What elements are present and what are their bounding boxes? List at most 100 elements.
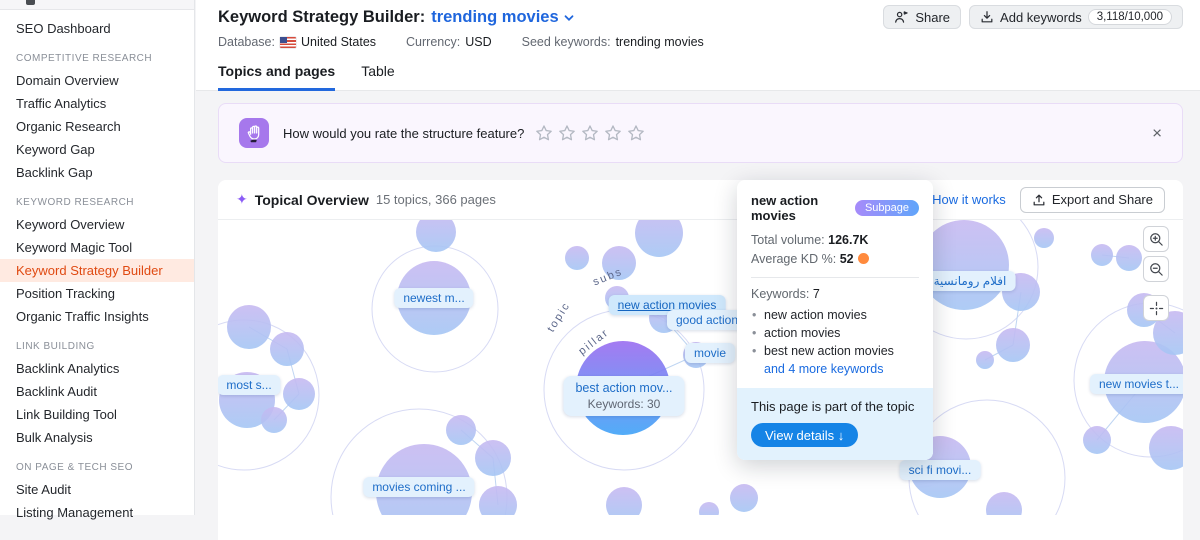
rating-banner: How would you rate the structure feature… (218, 103, 1183, 163)
sidebar-item-link-building-tool[interactable]: Link Building Tool (16, 407, 117, 422)
center-view-button[interactable] (1143, 295, 1169, 321)
star-icon[interactable] (626, 123, 646, 143)
bubble-label[interactable]: good action (666, 310, 748, 330)
sidebar-item-seo-dashboard[interactable]: SEO Dashboard (16, 21, 111, 36)
overview-subtitle: 15 topics, 366 pages (375, 192, 496, 207)
sidebar-item-backlink-gap[interactable]: Backlink Gap (16, 165, 93, 180)
keywords-count-row: Keywords: 7 (751, 287, 919, 301)
page-title-text: Keyword Strategy Builder: (218, 8, 426, 26)
page-title: Keyword Strategy Builder: trending movie… (218, 8, 575, 27)
sidebar-item-keyword-strategy-builder[interactable]: Keyword Strategy Builder (0, 259, 194, 282)
sidebar-item-backlink-audit[interactable]: Backlink Audit (16, 384, 97, 399)
view-details-button[interactable]: View details ↓ (751, 423, 859, 447)
bubble-label[interactable]: most s... (218, 375, 281, 395)
tab-topics-and-pages[interactable]: Topics and pages (218, 63, 336, 91)
popup-keyword-list: new action movies action movies best new a… (751, 308, 919, 358)
sidebar-item-domain-overview[interactable]: Domain Overview (16, 73, 119, 88)
meta-database: Database: United States (218, 35, 376, 49)
page-details-popup: new action movies Subpage Total volume: … (737, 180, 933, 460)
star-icon[interactable] (534, 123, 554, 143)
sidebar-item-site-audit[interactable]: Site Audit (16, 482, 71, 497)
popup-keyword-item: action movies (751, 326, 919, 340)
sidebar-item-backlink-analytics[interactable]: Backlink Analytics (16, 361, 120, 376)
sidebar-item-organic-traffic-insights[interactable]: Organic Traffic Insights (16, 309, 149, 324)
export-and-share-label: Export and Share (1051, 192, 1153, 207)
popup-keyword-item: best new action movies (751, 344, 919, 358)
kd-value: 52 (839, 252, 854, 266)
sidebar-item-listing-management[interactable]: Listing Management (16, 505, 134, 520)
sidebar-top-strip (0, 0, 194, 10)
us-flag-icon (279, 36, 296, 48)
page-header: Keyword Strategy Builder: trending movie… (196, 0, 1200, 91)
bubble-label[interactable]: new movies t... (1089, 374, 1183, 394)
popup-keyword-item: new action movies (751, 308, 919, 322)
bubble-label[interactable]: sci fi movi... (899, 460, 981, 480)
share-button[interactable]: Share (883, 5, 962, 29)
project-name: trending movies (431, 8, 559, 26)
card-header-actions: ? How it works Export and Share (912, 186, 1165, 213)
add-keywords-label: Add keywords (1000, 9, 1082, 25)
ring-label-pillar: pillar (576, 326, 612, 358)
star-icon[interactable] (580, 123, 600, 143)
kd-label: Average KD %: (751, 252, 837, 266)
sidebar-item-bulk-analysis[interactable]: Bulk Analysis (16, 430, 93, 445)
bubble-label[interactable]: newest m... (394, 288, 474, 308)
bubble-label[interactable]: افلام رومانسية (924, 271, 1016, 291)
chevron-down-icon (564, 14, 574, 21)
total-volume-label: Total volume: (751, 233, 825, 247)
popup-footer-text: This page is part of the topic (751, 399, 915, 414)
close-icon[interactable]: × (1152, 123, 1162, 143)
total-volume-row: Total volume: 126.7K (751, 233, 919, 247)
kd-row: Average KD %: 52 (751, 252, 919, 266)
keywords-quota-badge: 3,118/10,000 (1087, 9, 1172, 25)
project-selector[interactable]: trending movies (431, 8, 574, 27)
popup-title: new action movies (751, 193, 819, 223)
currency-label: Currency: (406, 35, 461, 49)
popup-footer: This page is part of the topic View deta… (737, 388, 933, 460)
meta-row: Database: United States Currency: USD Se… (218, 35, 704, 49)
ring-label-topic: topic (545, 299, 573, 335)
star-icon[interactable] (557, 123, 577, 143)
chart-label-layer: subs topic pillar newest m... most s... movie… (218, 220, 1183, 515)
sidebar-item-keyword-gap[interactable]: Keyword Gap (16, 142, 95, 157)
sidebar-item-position-tracking[interactable]: Position Tracking (16, 286, 115, 301)
import-down-icon (981, 11, 993, 23)
currency-value: USD (465, 35, 492, 49)
seed-keywords-value: trending movies (615, 35, 704, 49)
bubble-label[interactable]: movies coming ... (363, 477, 475, 497)
sidebar-item-organic-research[interactable]: Organic Research (16, 119, 121, 134)
overview-title: Topical Overview (254, 191, 369, 208)
tab-table[interactable]: Table (361, 63, 395, 79)
bubble-label[interactable]: best action mov... Keywords: 30 (563, 376, 685, 416)
waving-hand-icon (239, 118, 269, 148)
popup-divider (751, 277, 919, 278)
tab-bar: Topics and pages Table (218, 63, 395, 91)
main-area: Keyword Strategy Builder: trending movie… (196, 0, 1200, 540)
total-volume-value: 126.7K (828, 233, 869, 247)
star-icon[interactable] (603, 123, 623, 143)
sidebar-nav: SEO Dashboard COMPETITIVE RESEARCH Domain … (0, 10, 194, 524)
sidebar-item-keyword-magic-tool[interactable]: Keyword Magic Tool (16, 240, 133, 255)
export-and-share-button[interactable]: Export and Share (1019, 186, 1165, 213)
seed-keywords-label: Seed keywords: (521, 35, 611, 49)
add-keywords-button[interactable]: Add keywords 3,118/10,000 (969, 5, 1183, 29)
crosshair-icon (1149, 301, 1163, 315)
sidebar-item-traffic-analytics[interactable]: Traffic Analytics (16, 96, 107, 111)
bubble-chart[interactable]: subs topic pillar newest m... most s... movie… (218, 220, 1183, 515)
sidebar-item-keyword-overview[interactable]: Keyword Overview (16, 217, 125, 232)
zoom-in-button[interactable] (1143, 226, 1169, 252)
database-value: United States (300, 35, 377, 49)
ai-sparkle-icon: ✦ (236, 191, 248, 207)
sidebar-top-partial-icon (26, 0, 35, 5)
subpage-badge: Subpage (854, 200, 919, 216)
how-it-works-label: How it works (932, 192, 1006, 207)
bubble-label[interactable]: movie (684, 343, 736, 363)
more-keywords-link[interactable]: and 4 more keywords (764, 362, 884, 376)
share-people-icon (895, 11, 909, 23)
meta-currency: Currency: USD (406, 35, 492, 49)
sidebar: SEO Dashboard COMPETITIVE RESEARCH Domain … (0, 0, 195, 520)
zoom-out-button[interactable] (1143, 256, 1169, 282)
sidebar-section-label: COMPETITIVE RESEARCH (16, 53, 153, 64)
ring-label-subs: subs (591, 265, 625, 289)
export-up-icon (1033, 194, 1045, 205)
